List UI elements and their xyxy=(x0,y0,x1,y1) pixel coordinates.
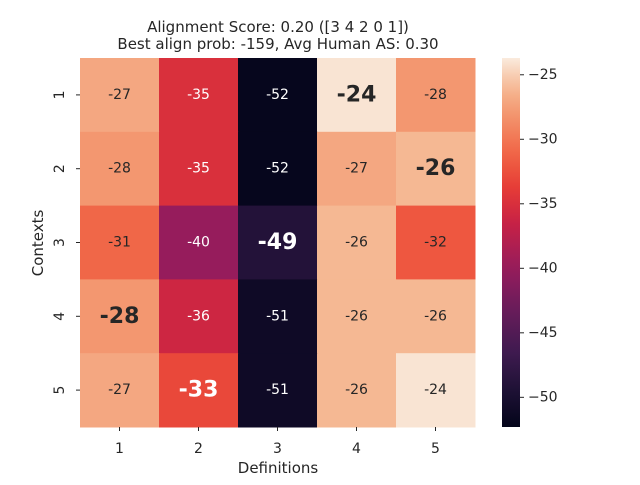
heatmap-cell-value: -33 xyxy=(179,378,219,403)
y-tick-label: 1 xyxy=(52,90,68,99)
heatmap-cell-value: -27 xyxy=(108,382,131,398)
heatmap-cell-value: -35 xyxy=(187,161,210,177)
x-tick-label: 2 xyxy=(194,441,203,457)
heatmap-cell-value: -24 xyxy=(337,82,377,107)
heatmap-cell xyxy=(317,205,397,280)
colorbar-tick-label: −50 xyxy=(528,389,558,405)
colorbar-tick-label: −25 xyxy=(528,67,558,83)
heatmap-cell xyxy=(317,279,397,354)
heatmap-cell-value: -26 xyxy=(345,308,368,324)
heatmap-cell xyxy=(317,58,397,133)
heatmap-cell-value: -31 xyxy=(108,235,131,251)
heatmap-cell-value: -26 xyxy=(345,235,368,251)
x-tick-label: 4 xyxy=(352,441,361,457)
heatmap-cell-value: -40 xyxy=(187,235,210,251)
heatmap-cell xyxy=(396,205,476,280)
heatmap-cell-value: -51 xyxy=(266,308,289,324)
y-tick-label: 2 xyxy=(52,164,68,173)
x-tick-label: 3 xyxy=(273,441,282,457)
heatmap-cell xyxy=(159,58,239,133)
heatmap-cell-value: -27 xyxy=(108,87,131,103)
heatmap-cell xyxy=(80,131,160,207)
heatmap-cell-value: -26 xyxy=(345,382,368,398)
y-axis-ticks: 1 2 3 4 5 xyxy=(52,90,80,395)
heatmap-cell xyxy=(396,279,476,354)
chart-title-line2: Best align prob: -159, Avg Human AS: 0.3… xyxy=(117,35,438,53)
y-axis-label: Contexts xyxy=(29,210,47,277)
heatmap-cell xyxy=(238,205,318,280)
heatmap-cell-value: -51 xyxy=(266,382,289,398)
heatmap-cell-value: -28 xyxy=(108,161,131,177)
heatmap-cell xyxy=(238,353,318,428)
y-tick-label: 3 xyxy=(52,238,68,247)
heatmap-cell xyxy=(159,353,239,428)
heatmap-cell-value: -26 xyxy=(424,308,447,324)
heatmap-cell xyxy=(238,58,318,133)
heatmap-cell xyxy=(159,279,239,354)
heatmap-cell-value: -32 xyxy=(424,235,447,251)
y-tick-label: 4 xyxy=(52,312,68,321)
heatmap-cell xyxy=(80,279,160,354)
colorbar-tick-label: −35 xyxy=(528,196,558,212)
heatmap-cell xyxy=(396,131,476,207)
colorbar-ticks: −25 −30 −35 −40 −45 −50 xyxy=(520,67,558,405)
heatmap-cell-value: -28 xyxy=(100,304,140,329)
x-tick-label: 1 xyxy=(115,441,124,457)
colorbar-tick-label: −30 xyxy=(528,131,558,147)
heatmap-cell xyxy=(80,205,160,280)
y-tick-label: 5 xyxy=(52,386,68,395)
heatmap-cell-value: -35 xyxy=(187,87,210,103)
heatmap-cell xyxy=(80,58,160,133)
heatmap-cell xyxy=(317,131,397,207)
heatmap-cell xyxy=(238,279,318,354)
heatmap-cell-value: -52 xyxy=(266,161,289,177)
heatmap-cell-labels: -27 -35 -52 -24 -28 -28 -35 -52 -27 -26 -31 -40 -49 -… xyxy=(100,82,456,402)
heatmap-cell-value: -26 xyxy=(416,156,456,181)
heatmap-cell xyxy=(317,353,397,428)
colorbar-tick-label: −45 xyxy=(528,325,558,341)
heatmap-cell-value: -52 xyxy=(266,87,289,103)
x-tick-label: 5 xyxy=(431,441,440,457)
chart-title-line1: Alignment Score: 0.20 ([3 4 2 0 1]) xyxy=(147,18,409,36)
heatmap-cell xyxy=(238,131,318,207)
colorbar-tick-label: −40 xyxy=(528,260,558,276)
heatmap-cell xyxy=(396,58,476,133)
heatmap-cell xyxy=(396,353,476,428)
heatmap-cell-value: -36 xyxy=(187,308,210,324)
heatmap-cell-value: -28 xyxy=(424,87,447,103)
heatmap-cell-value: -49 xyxy=(258,230,298,255)
colorbar xyxy=(502,58,520,427)
heatmap-cell xyxy=(159,131,239,207)
heatmap-cell xyxy=(80,353,160,428)
heatmap-cell-value: -27 xyxy=(345,161,368,177)
x-axis-label: Definitions xyxy=(238,459,319,477)
heatmap-cells xyxy=(80,58,476,428)
x-axis-ticks: 1 2 3 4 5 xyxy=(115,427,440,457)
heatmap-cell xyxy=(159,205,239,280)
heatmap-cell-value: -24 xyxy=(424,382,447,398)
